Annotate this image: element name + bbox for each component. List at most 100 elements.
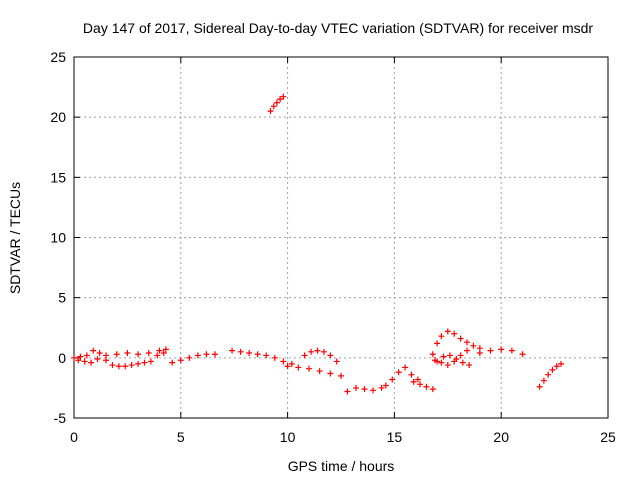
data-point <box>270 103 277 110</box>
data-point <box>417 381 424 388</box>
series-seg-c <box>229 347 295 367</box>
grid-lines <box>74 57 608 418</box>
data-point <box>498 346 505 353</box>
data-point <box>549 366 556 373</box>
y-tick-label-10: 10 <box>50 230 66 246</box>
data-point <box>429 386 436 393</box>
data-point <box>395 369 402 376</box>
data-point <box>382 382 389 389</box>
data-point <box>438 359 445 366</box>
data-point <box>90 347 97 354</box>
data-point <box>147 358 154 365</box>
data-point <box>113 351 120 358</box>
data-point <box>267 108 274 115</box>
data-point <box>81 358 88 365</box>
data-point <box>344 388 351 395</box>
data-point <box>440 353 447 360</box>
data-point <box>402 364 409 371</box>
x-tick-label-0: 0 <box>70 429 78 445</box>
series-seg-k <box>434 352 473 369</box>
data-point <box>75 357 82 364</box>
data-point <box>280 93 287 100</box>
chart-title: Day 147 of 2017, Sidereal Day-to-day VTE… <box>83 20 593 36</box>
series-seg-g <box>382 364 421 389</box>
data-point <box>273 99 280 106</box>
data-point <box>271 354 278 361</box>
data-point <box>124 350 131 357</box>
series-seg-e <box>284 363 344 379</box>
data-point <box>361 386 368 393</box>
data-point <box>464 347 471 354</box>
data-point <box>83 352 90 359</box>
data-point <box>470 342 477 349</box>
y-tick-label-20: 20 <box>50 109 66 125</box>
series-seg-m <box>536 360 565 390</box>
data-point <box>553 363 560 370</box>
data-point <box>487 347 494 354</box>
data-point <box>162 346 169 353</box>
data-point <box>519 351 526 358</box>
y-axis-ticks: -5 0 5 10 15 20 25 <box>50 49 608 426</box>
data-point <box>71 354 77 361</box>
data-point <box>316 368 323 375</box>
data-point <box>277 96 284 103</box>
data-point <box>444 362 451 369</box>
data-point <box>464 339 471 346</box>
data-point <box>284 363 291 370</box>
data-point <box>457 352 464 359</box>
data-point <box>96 350 103 357</box>
data-point <box>103 352 110 359</box>
data-point <box>263 352 270 359</box>
data-point <box>508 347 515 354</box>
data-point <box>115 363 122 370</box>
data-point <box>536 383 543 390</box>
data-point <box>122 363 129 370</box>
data-point <box>135 351 142 358</box>
data-point <box>410 378 417 385</box>
series-seg-e2 <box>301 347 340 365</box>
data-point <box>254 351 261 358</box>
data-point <box>301 352 308 359</box>
series-seg-d <box>267 93 287 115</box>
x-tick-label-10: 10 <box>280 429 296 445</box>
data-point <box>141 359 148 366</box>
data-point <box>320 348 327 355</box>
data-point <box>169 359 176 366</box>
y-tick-label-25: 25 <box>50 49 66 65</box>
data-point <box>177 357 184 364</box>
data-point <box>444 328 451 335</box>
data-point <box>378 384 385 391</box>
x-axis-label: GPS time / hours <box>288 458 395 474</box>
y-axis-label: SDTVAR / TECUs <box>7 182 23 294</box>
data-point <box>414 376 421 383</box>
data-point <box>211 351 218 358</box>
data-point <box>466 362 473 369</box>
y-tick-label-0: 0 <box>58 350 66 366</box>
data-point <box>88 359 95 366</box>
data-point <box>128 362 135 369</box>
data-point <box>203 351 210 358</box>
x-tick-label-25: 25 <box>600 429 616 445</box>
data-point <box>194 352 201 359</box>
data-point <box>389 376 396 383</box>
data-point <box>94 356 101 363</box>
data-point <box>288 360 295 367</box>
data-point <box>545 371 552 378</box>
x-tick-label-20: 20 <box>493 429 509 445</box>
data-point <box>145 350 152 357</box>
data-point <box>314 347 321 354</box>
data-point <box>457 335 464 342</box>
y-tick-label--5: -5 <box>54 410 67 426</box>
data-point <box>160 350 167 357</box>
data-point <box>156 347 163 354</box>
data-point <box>459 359 466 366</box>
series-seg-a <box>71 347 167 370</box>
data-point <box>327 370 334 377</box>
x-tick-label-5: 5 <box>177 429 185 445</box>
data-point <box>434 340 441 347</box>
data-point <box>540 377 547 384</box>
data-point <box>280 358 287 365</box>
data-point <box>109 362 116 369</box>
data-point <box>476 350 483 357</box>
